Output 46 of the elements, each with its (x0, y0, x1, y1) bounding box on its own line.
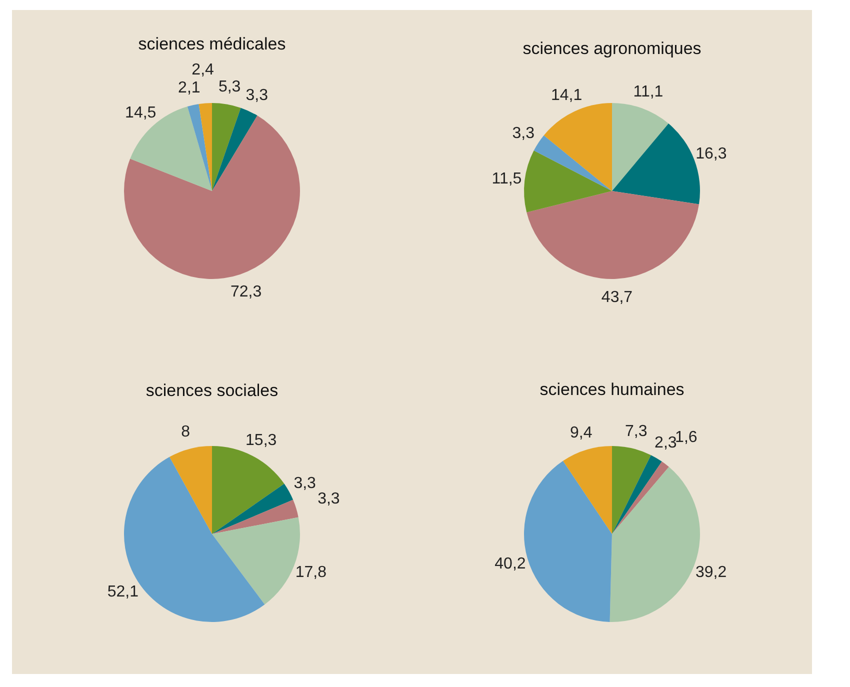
data-label: 15,3 (246, 432, 277, 450)
data-label: 5,3 (218, 78, 241, 96)
pie-slice (612, 462, 669, 534)
pie-slice (170, 446, 212, 534)
data-label: 9,4 (570, 424, 592, 442)
data-label: 11,1 (633, 83, 664, 100)
pie-slice (562, 446, 612, 534)
data-label: 1,6 (675, 429, 698, 446)
pie-slice (212, 446, 284, 534)
data-label: 14,5 (125, 104, 156, 122)
pie-slice (526, 191, 699, 279)
data-label: 52,1 (107, 583, 139, 600)
data-label: 39,2 (695, 564, 727, 581)
pie-slice (212, 484, 294, 534)
pie-slice (534, 135, 612, 191)
data-label: 8 (181, 423, 190, 440)
data-label: 16,3 (696, 146, 727, 163)
data-label: 3,3 (294, 474, 316, 492)
data-label: 43,7 (601, 288, 633, 306)
data-label: 40,2 (494, 556, 526, 573)
chart-title: sciences médicales (138, 34, 286, 54)
pie-slice (524, 460, 612, 622)
data-label: 14,1 (550, 87, 582, 104)
data-label: 2,4 (192, 61, 214, 78)
data-label: 3,3 (246, 86, 268, 104)
pie-slice (187, 104, 212, 191)
pie-slice (612, 455, 662, 534)
pie-slice (212, 108, 258, 191)
pie-slice (212, 500, 298, 534)
chart-title: sciences agronomiques (522, 39, 702, 58)
data-label: 3,3 (512, 124, 535, 142)
data-label: 72,3 (230, 283, 262, 300)
pie-slice (612, 446, 651, 534)
data-label: 2,3 (654, 434, 677, 452)
chart-title: sciences humaines (540, 380, 684, 400)
data-label: 3,3 (318, 490, 340, 508)
data-label: 2,1 (178, 79, 200, 96)
pie-slice (524, 150, 612, 212)
pie-slice (544, 103, 612, 191)
pie-slice (198, 103, 212, 191)
data-label: 7,3 (624, 422, 648, 440)
pie-slice (612, 103, 669, 191)
pie-slice (212, 103, 241, 191)
chart-title: sciences sociales (146, 380, 278, 400)
data-label: 17,8 (295, 564, 327, 582)
data-label: 11,5 (492, 170, 522, 188)
